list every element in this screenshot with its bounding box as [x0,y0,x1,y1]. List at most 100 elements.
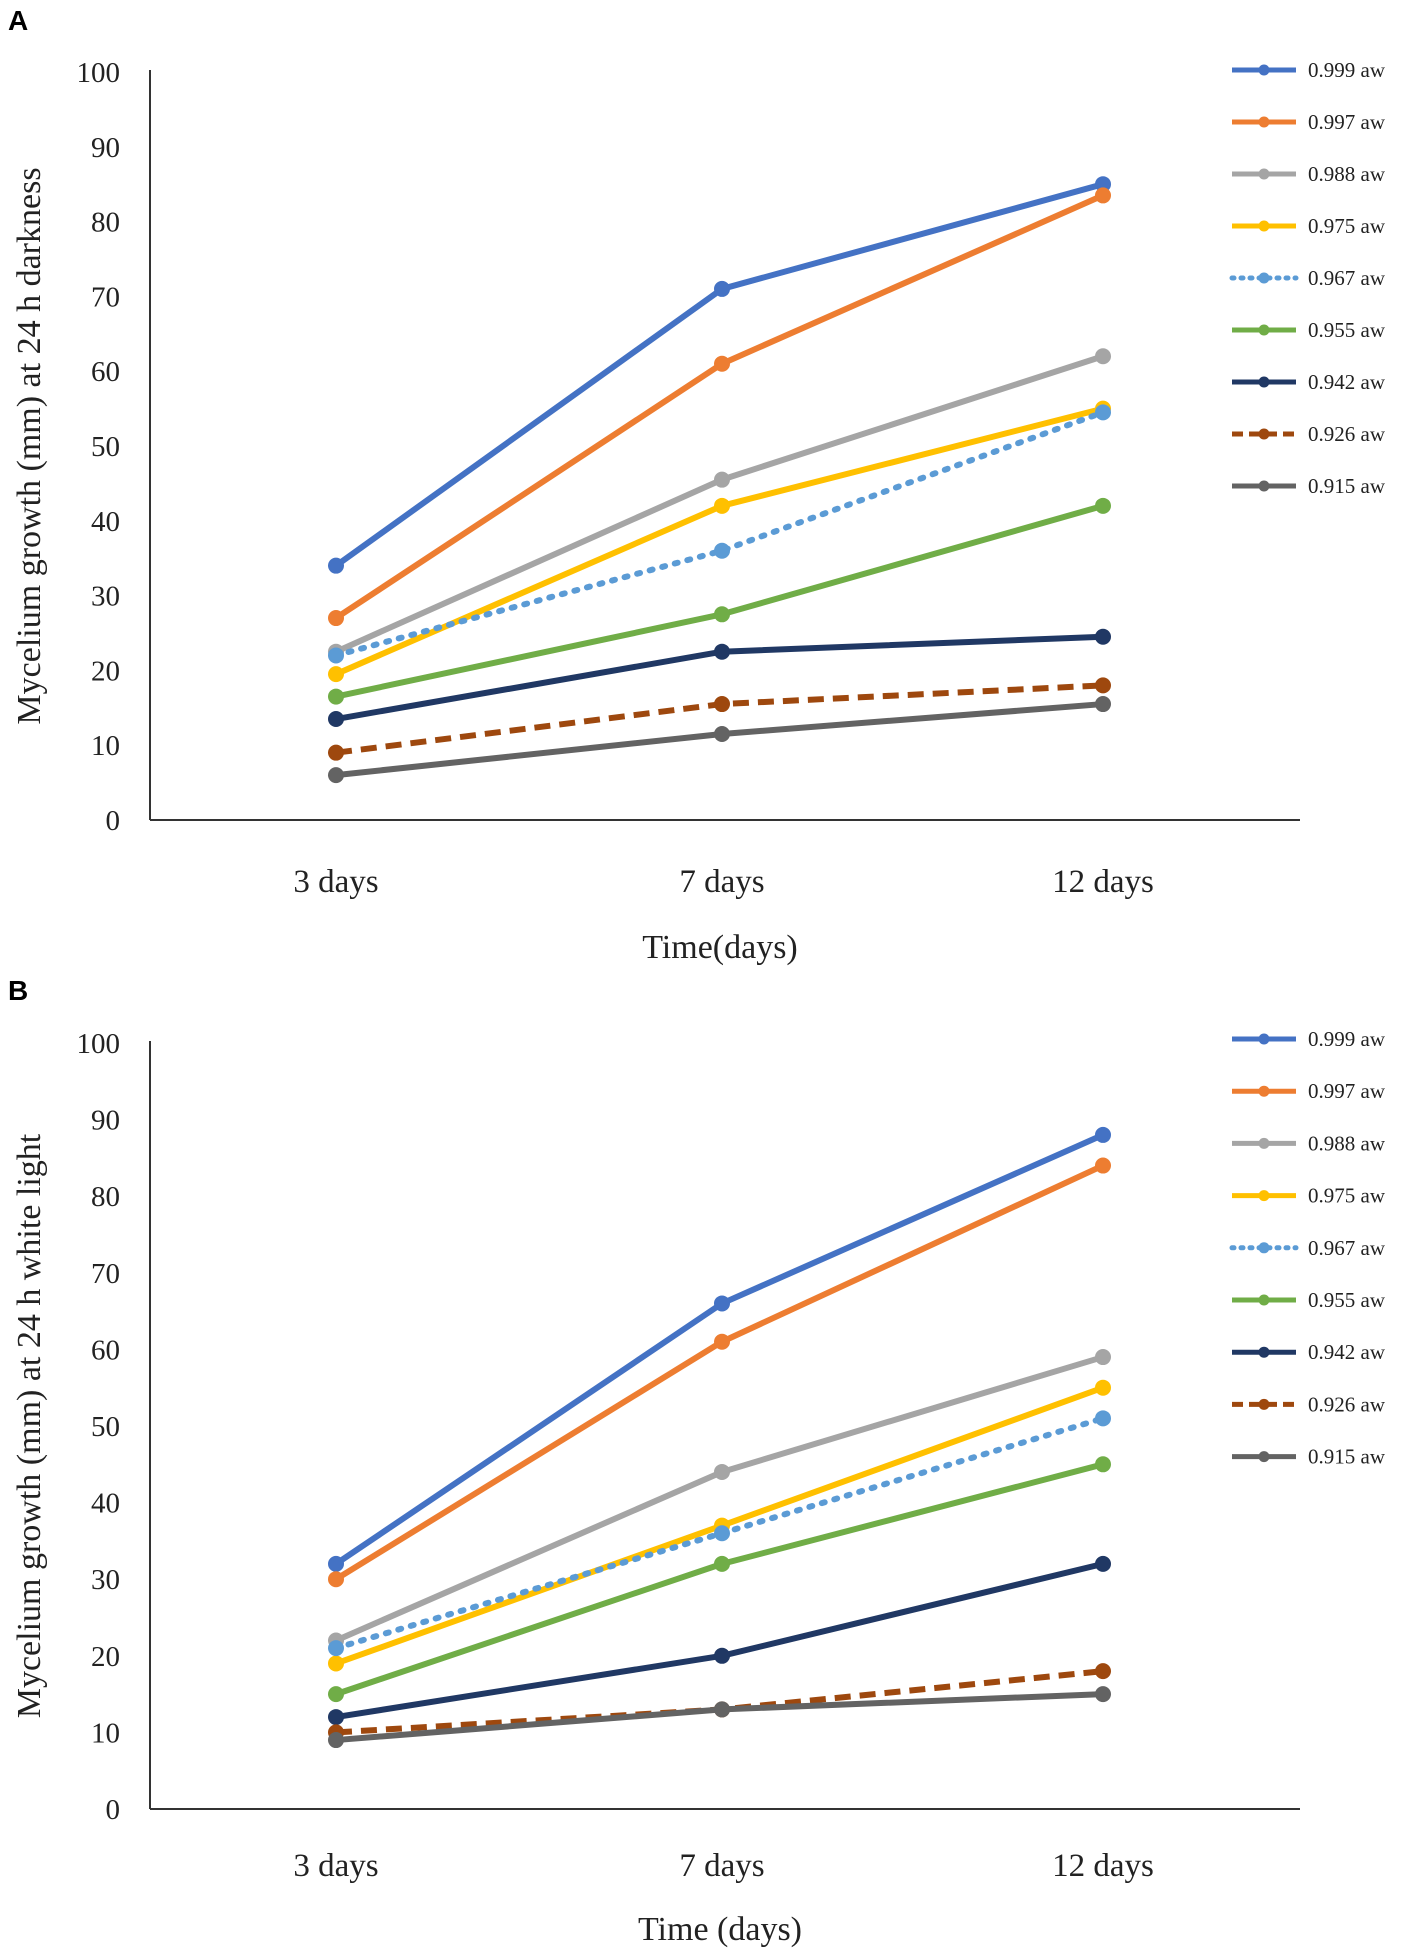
legend-label: 0.955 aw [1308,1288,1386,1312]
legend-label: 0.997 aw [1308,110,1386,134]
legend-label: 0.999 aw [1308,1027,1386,1051]
data-point [1095,1456,1111,1473]
legend-marker [1258,64,1270,76]
legend-marker [1258,1085,1270,1097]
data-point [714,1701,730,1718]
data-point [1095,628,1111,645]
data-point [714,725,730,742]
y-tick-label: 50 [91,1411,120,1443]
data-point [328,1571,344,1588]
y-tick-label: 40 [91,506,120,538]
data-point [328,1655,344,1672]
y-tick-label: 10 [91,730,120,762]
x-tick-label: 7 days [679,864,764,900]
y-tick-label: 20 [91,1641,120,1673]
data-point [1095,1686,1111,1703]
legend-marker [1258,480,1270,492]
data-point [1095,1663,1111,1680]
data-point [1095,497,1111,514]
legend-label: 0.942 aw [1308,370,1386,394]
y-tick-label: 40 [91,1488,120,1520]
data-point [1095,696,1111,713]
y-tick-label: 100 [77,57,121,89]
data-point [714,497,730,514]
y-tick-label: 0 [106,805,121,837]
data-point [1095,176,1111,193]
legend-label: 0.926 aw [1308,422,1386,446]
data-point [328,1732,344,1749]
legend-marker [1258,1242,1270,1254]
data-point [1095,1555,1111,1572]
data-point [714,471,730,488]
data-point [328,767,344,784]
data-point [1095,404,1111,421]
data-point [1095,1157,1111,1174]
legend-marker [1258,1137,1270,1149]
legend-label: 0.999 aw [1308,58,1386,82]
data-point [1095,1379,1111,1396]
x-tick-label: 7 days [679,1848,764,1884]
x-tick-label: 3 days [293,1848,378,1884]
data-point [714,280,730,297]
data-point [328,557,344,574]
data-point [714,1525,730,1542]
panel-letter: A [8,5,28,36]
data-point [328,1709,344,1726]
legend-label: 0.955 aw [1308,318,1386,342]
legend-label: 0.915 aw [1308,1445,1386,1469]
data-point [1095,677,1111,694]
data-point [1095,1349,1111,1366]
y-axis-title: Mycelium growth (mm) at 24 h darkness [11,167,48,724]
y-tick-label: 90 [91,1105,120,1137]
data-point [714,1333,730,1350]
panel-letter: B [8,975,28,1006]
chart-panel-a: A 0 10 20 30 40 50 60 70 80 90 100 3 days 7 days 12 da… [8,5,1386,966]
legend-marker [1258,272,1270,284]
data-point [1095,348,1111,365]
data-point [328,666,344,683]
legend-label: 0.915 aw [1308,474,1386,498]
y-tick-label: 30 [91,581,120,613]
y-tick-label: 60 [91,1334,120,1366]
y-tick-label: 80 [91,207,120,239]
data-point [328,647,344,664]
data-point [328,1686,344,1703]
data-point [714,696,730,713]
y-tick-label: 10 [91,1717,120,1749]
y-tick-label: 70 [91,1258,120,1290]
data-point [328,1640,344,1657]
y-tick-label: 80 [91,1181,120,1213]
legend-marker [1258,1398,1270,1410]
y-tick-label: 100 [77,1028,121,1060]
data-point [328,711,344,728]
legend-marker [1258,324,1270,336]
legend-marker [1258,376,1270,388]
data-point [328,610,344,627]
legend-marker [1258,168,1270,180]
y-tick-label: 30 [91,1564,120,1596]
y-tick-label: 0 [106,1794,121,1826]
data-point [1095,1126,1111,1143]
x-tick-label: 3 days [293,864,378,900]
y-tick-label: 90 [91,132,120,164]
x-axis-title: Time (days) [638,1911,802,1948]
data-point [714,643,730,660]
data-point [714,1295,730,1312]
legend-label: 0.926 aw [1308,1392,1386,1416]
legend-marker [1258,1190,1270,1202]
legend-marker [1258,116,1270,128]
legend-label: 0.975 aw [1308,214,1386,238]
x-tick-label: 12 days [1052,1848,1154,1884]
legend-label: 0.975 aw [1308,1184,1386,1208]
data-point [1095,187,1111,204]
y-tick-label: 60 [91,356,120,388]
data-point [328,1555,344,1572]
legend-label: 0.988 aw [1308,1131,1386,1155]
y-tick-label: 50 [91,431,120,463]
legend-label: 0.967 aw [1308,266,1386,290]
data-point [714,1463,730,1480]
legend-marker [1258,1294,1270,1306]
legend-marker [1258,220,1270,232]
y-tick-label: 20 [91,655,120,687]
